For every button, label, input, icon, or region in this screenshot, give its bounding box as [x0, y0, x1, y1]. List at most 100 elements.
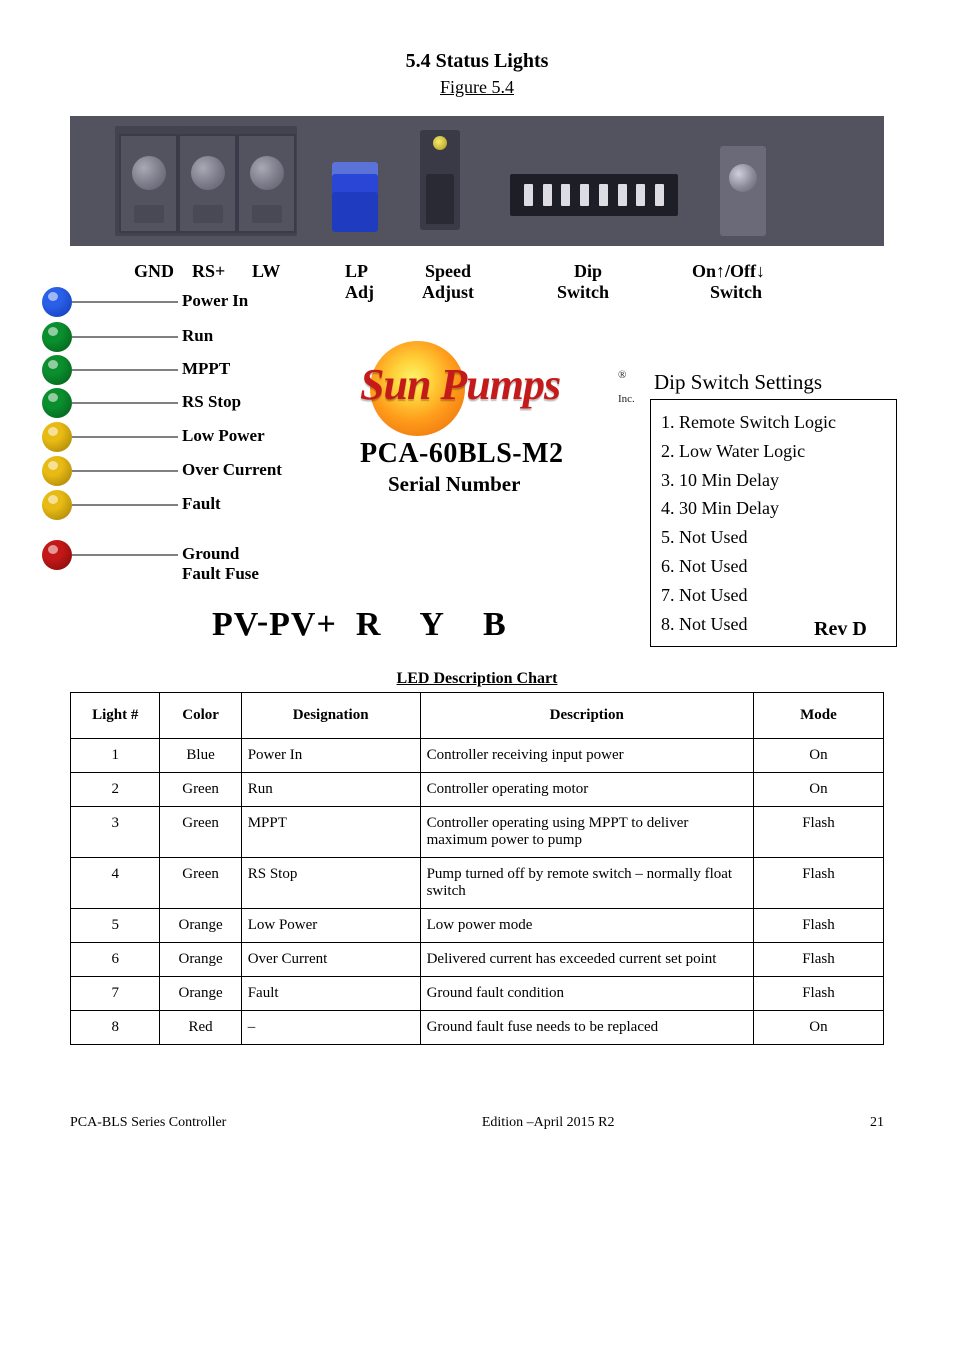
table-cell: Flash — [753, 943, 883, 977]
table-cell: On — [753, 1011, 883, 1045]
lp-adj-pot — [332, 162, 378, 232]
table-row: 3GreenMPPTController operating using MPP… — [71, 807, 884, 858]
table-cell: 4 — [71, 858, 160, 909]
table-row: 2GreenRunController operating motorOn — [71, 773, 884, 807]
table-cell: Flash — [753, 909, 883, 943]
table-cell: Delivered current has exceeded current s… — [420, 943, 753, 977]
footer-right: 21 — [870, 1115, 884, 1131]
table-cell: Low power mode — [420, 909, 753, 943]
pv-b: B — [483, 606, 507, 643]
pv-plus: PV+ — [269, 606, 337, 643]
dip-item-3: 3. 10 Min Delay — [661, 466, 886, 495]
footer-center: Edition –April 2015 R2 — [482, 1115, 615, 1131]
lbl-dip-1: Dip — [574, 261, 602, 282]
table-cell: 2 — [71, 773, 160, 807]
table-cell: 6 — [71, 943, 160, 977]
th-color: Color — [160, 693, 241, 739]
dip-item-4: 4. 30 Min Delay — [661, 494, 886, 523]
table-cell: On — [753, 773, 883, 807]
table-cell: 8 — [71, 1011, 160, 1045]
lbl-dip-2: Switch — [557, 282, 609, 303]
pv-minus: - — [257, 603, 269, 640]
brand-inc: Inc. — [618, 393, 635, 405]
model-number: PCA-60BLS-M2 — [360, 438, 564, 470]
dip-settings-title: Dip Switch Settings — [654, 370, 822, 395]
terminal-lw — [237, 134, 296, 233]
table-cell: Run — [241, 773, 420, 807]
th-description: Description — [420, 693, 753, 739]
section-title: 5.4 Status Lights — [70, 50, 884, 73]
table-cell: Green — [160, 858, 241, 909]
table-cell: On — [753, 739, 883, 773]
table-cell: Over Current — [241, 943, 420, 977]
dip-5 — [599, 184, 608, 206]
table-cell: 1 — [71, 739, 160, 773]
lbl-onoff-1: On↑/Off↓ — [692, 261, 765, 282]
table-cell: Controller receiving input power — [420, 739, 753, 773]
table-cell: Power In — [241, 739, 420, 773]
dip-4 — [580, 184, 589, 206]
dip-7 — [636, 184, 645, 206]
table-cell: Ground fault fuse needs to be replaced — [420, 1011, 753, 1045]
table-row: 8Red–Ground fault fuse needs to be repla… — [71, 1011, 884, 1045]
table-row: 7OrangeFaultGround fault conditionFlash — [71, 977, 884, 1011]
figure-title: Figure 5.4 — [70, 77, 884, 98]
dip-item-7: 7. Not Used — [661, 581, 886, 610]
table-cell: Blue — [160, 739, 241, 773]
table-cell: Green — [160, 807, 241, 858]
dip-3 — [561, 184, 570, 206]
table-cell: Red — [160, 1011, 241, 1045]
dip-1 — [524, 184, 533, 206]
table-cell: RS Stop — [241, 858, 420, 909]
table-cell: Pump turned off by remote switch – norma… — [420, 858, 753, 909]
table-header-row: Light # Color Designation Description Mo… — [71, 693, 884, 739]
pv-r: R — [356, 606, 382, 643]
table-cell: Flash — [753, 977, 883, 1011]
table-cell: Green — [160, 773, 241, 807]
dip-8 — [655, 184, 664, 206]
brand-wordmark: Sun Pumps — [360, 359, 650, 410]
revision-label: Rev D — [814, 618, 867, 641]
dip-item-5: 5. Not Used — [661, 523, 886, 552]
lbl-onoff-2: Switch — [710, 282, 762, 303]
table-cell: Fault — [241, 977, 420, 1011]
table-cell: Orange — [160, 943, 241, 977]
dip-item-2: 2. Low Water Logic — [661, 437, 886, 466]
table-row: 6OrangeOver CurrentDelivered current has… — [71, 943, 884, 977]
controller-front-panel: GND RS+ LW LP Adj Speed Adjust Dip Switc… — [70, 116, 884, 646]
brand-logo: Sun Pumps ® Inc. — [350, 341, 650, 431]
lbl-lpadj-1: LP — [345, 261, 368, 282]
table-cell: Low Power — [241, 909, 420, 943]
table-row: 5OrangeLow PowerLow power modeFlash — [71, 909, 884, 943]
lbl-speed-1: Speed — [425, 261, 471, 282]
table-cell: Ground fault condition — [420, 977, 753, 1011]
table-row: 4GreenRS StopPump turned off by remote s… — [71, 858, 884, 909]
table-cell: 7 — [71, 977, 160, 1011]
speed-adj-pot — [420, 130, 460, 230]
brand-registered: ® — [618, 369, 626, 381]
footer-left: PCA-BLS Series Controller — [70, 1115, 226, 1131]
table-cell: MPPT — [241, 807, 420, 858]
table-cell: 3 — [71, 807, 160, 858]
page-footer: PCA-BLS Series Controller Edition –April… — [70, 1115, 884, 1131]
dip-item-1: 1. Remote Switch Logic — [661, 408, 886, 437]
table-title: LED Description Chart — [70, 670, 884, 688]
onoff-switch — [720, 146, 766, 236]
lbl-lw: LW — [252, 261, 280, 282]
dip-switch-block — [510, 174, 678, 216]
table-row: 1BluePower InController receiving input … — [71, 739, 884, 773]
dip-6 — [618, 184, 627, 206]
pv-y: Y — [419, 606, 445, 643]
th-light-num: Light # — [71, 693, 160, 739]
table-cell: Flash — [753, 807, 883, 858]
table-cell: 5 — [71, 909, 160, 943]
pv-output-labels: PV-PV+ R Y B — [212, 606, 507, 644]
table-cell: – — [241, 1011, 420, 1045]
th-designation: Designation — [241, 693, 420, 739]
table-cell: Controller operating using MPPT to deliv… — [420, 807, 753, 858]
th-mode: Mode — [753, 693, 883, 739]
serial-number-label: Serial Number — [388, 472, 520, 497]
dip-2 — [543, 184, 552, 206]
table-cell: Orange — [160, 909, 241, 943]
dip-item-6: 6. Not Used — [661, 552, 886, 581]
